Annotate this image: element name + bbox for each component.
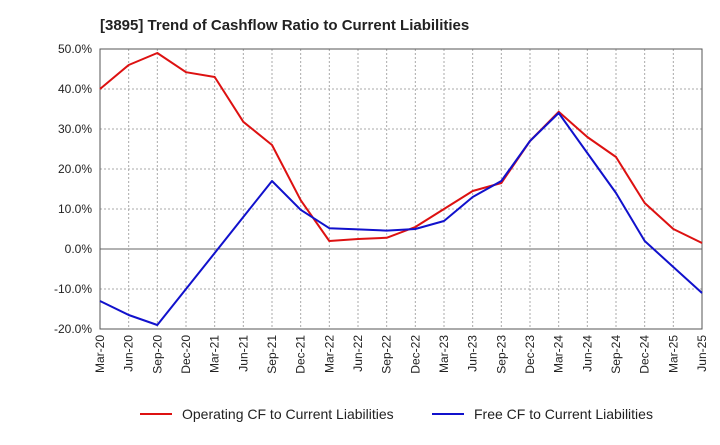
x-tick-label: Dec-23 bbox=[523, 335, 537, 374]
x-tick-label: Dec-24 bbox=[638, 335, 652, 374]
legend: Operating CF to Current Liabilities Free … bbox=[140, 406, 653, 422]
x-tick-label: Mar-25 bbox=[666, 335, 680, 373]
y-tick-label: 20.0% bbox=[58, 162, 92, 176]
x-tick-label: Jun-20 bbox=[122, 335, 136, 372]
x-tick-label: Sep-23 bbox=[494, 335, 508, 374]
x-tick-label: Jun-23 bbox=[466, 335, 480, 372]
x-tick-label: Dec-21 bbox=[294, 335, 308, 374]
y-tick-label: -20.0% bbox=[54, 322, 92, 336]
x-tick-label: Jun-21 bbox=[236, 335, 250, 372]
x-tick-label: Mar-23 bbox=[437, 335, 451, 373]
x-tick-label: Sep-20 bbox=[150, 335, 164, 374]
y-tick-label: 10.0% bbox=[58, 202, 92, 216]
x-tick-label: Mar-24 bbox=[552, 335, 566, 373]
plot-frame bbox=[99, 48, 703, 330]
y-tick-label: 40.0% bbox=[58, 82, 92, 96]
legend-label: Operating CF to Current Liabilities bbox=[182, 406, 394, 422]
x-tick-label: Jun-24 bbox=[580, 335, 594, 372]
x-tick-label: Dec-20 bbox=[179, 335, 193, 374]
x-tick-label: Mar-21 bbox=[208, 335, 222, 373]
y-tick-label: -10.0% bbox=[54, 282, 92, 296]
x-tick-label: Jun-25 bbox=[695, 335, 709, 372]
x-tick-label: Dec-22 bbox=[408, 335, 422, 374]
legend-label: Free CF to Current Liabilities bbox=[474, 406, 653, 422]
chart-title: [3895] Trend of Cashflow Ratio to Curren… bbox=[100, 17, 469, 34]
axis-layer: 50.0% 40.0% 30.0% 20.0% 10.0% 0.0% -10.0% -20.0… bbox=[54, 42, 709, 374]
series-line-free-cf bbox=[99, 112, 703, 326]
x-tick-label: Sep-22 bbox=[380, 335, 394, 374]
series-layer bbox=[99, 52, 703, 326]
x-tick-label: Sep-24 bbox=[609, 335, 623, 374]
x-tick-label: Jun-22 bbox=[351, 335, 365, 372]
grid-layer bbox=[100, 49, 702, 329]
y-tick-label: 0.0% bbox=[65, 242, 93, 256]
x-tick-label: Mar-22 bbox=[322, 335, 336, 373]
series-line-operating-cf bbox=[99, 52, 703, 244]
y-tick-label: 50.0% bbox=[58, 42, 92, 56]
y-tick-label: 30.0% bbox=[58, 122, 92, 136]
x-tick-label: Sep-21 bbox=[265, 335, 279, 374]
x-tick-label: Mar-20 bbox=[93, 335, 107, 373]
